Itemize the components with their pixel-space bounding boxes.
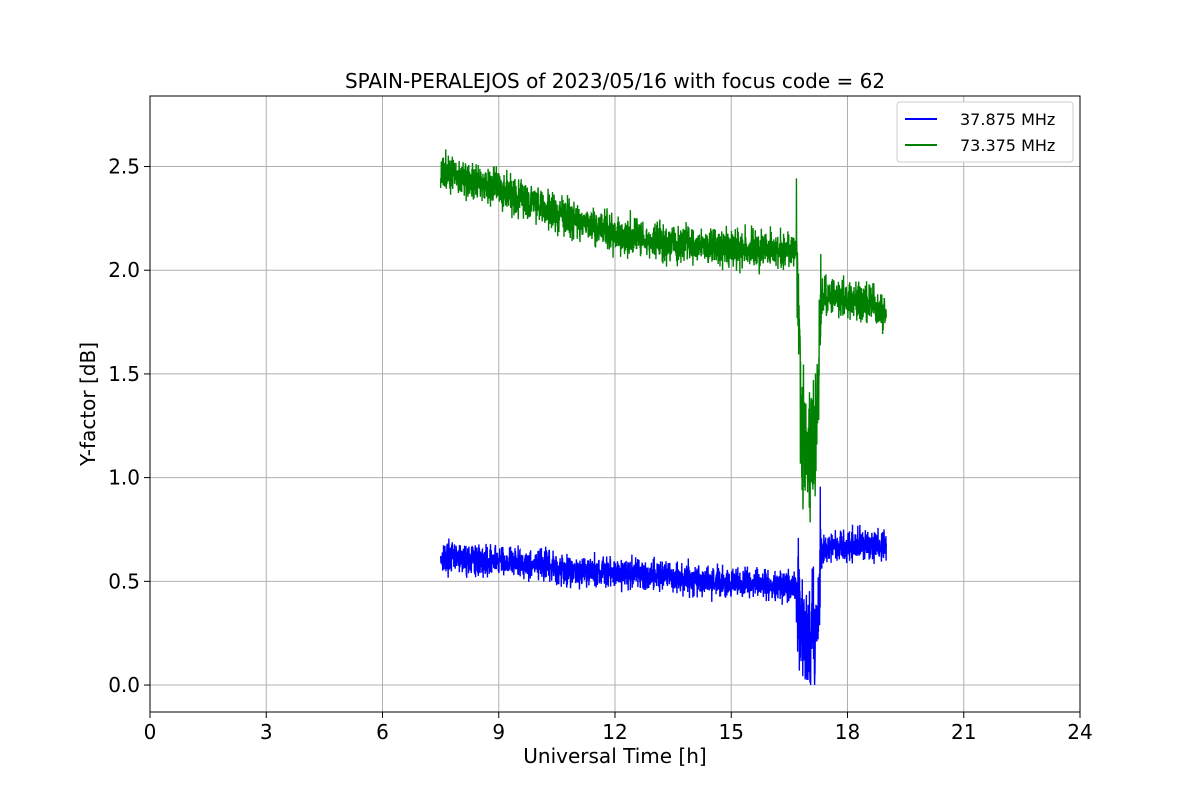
legend: 37.875 MHz 73.375 MHz	[896, 101, 1074, 163]
x-tick-label: 24	[1067, 720, 1092, 744]
x-axis-label: Universal Time [h]	[523, 744, 706, 768]
y-tick-label: 1.5	[108, 362, 140, 386]
y-tick-label: 2.0	[108, 258, 140, 282]
x-tick-label: 18	[835, 720, 860, 744]
grid	[149, 96, 1081, 712]
y-tick-label: 0.5	[108, 569, 140, 593]
x-tick-label: 0	[144, 720, 157, 744]
x-tick-label: 15	[719, 720, 744, 744]
x-axis: 0 3 6 9 12 15 18 21 24	[144, 712, 1093, 744]
y-axis-label: Y-factor [dB]	[76, 342, 100, 467]
y-tick-label: 2.5	[108, 155, 140, 179]
x-tick-label: 6	[376, 720, 389, 744]
x-tick-label: 21	[951, 720, 976, 744]
series-line-73mhz	[439, 149, 887, 523]
y-tick-label: 0.0	[108, 673, 140, 697]
chart-title: SPAIN-PERALEJOS of 2023/05/16 with focus…	[345, 69, 885, 93]
x-tick-label: 9	[492, 720, 505, 744]
series-layer	[439, 149, 887, 686]
legend-label-73mhz: 73.375 MHz	[960, 136, 1055, 155]
x-tick-label: 12	[602, 720, 627, 744]
x-tick-label: 3	[260, 720, 273, 744]
legend-label-37mhz: 37.875 MHz	[960, 110, 1055, 129]
y-axis: 0.0 0.5 1.0 1.5 2.0 2.5	[108, 155, 150, 697]
legend-box	[896, 101, 1074, 163]
y-tick-label: 1.0	[108, 466, 140, 490]
series-line-37mhz	[439, 486, 887, 686]
